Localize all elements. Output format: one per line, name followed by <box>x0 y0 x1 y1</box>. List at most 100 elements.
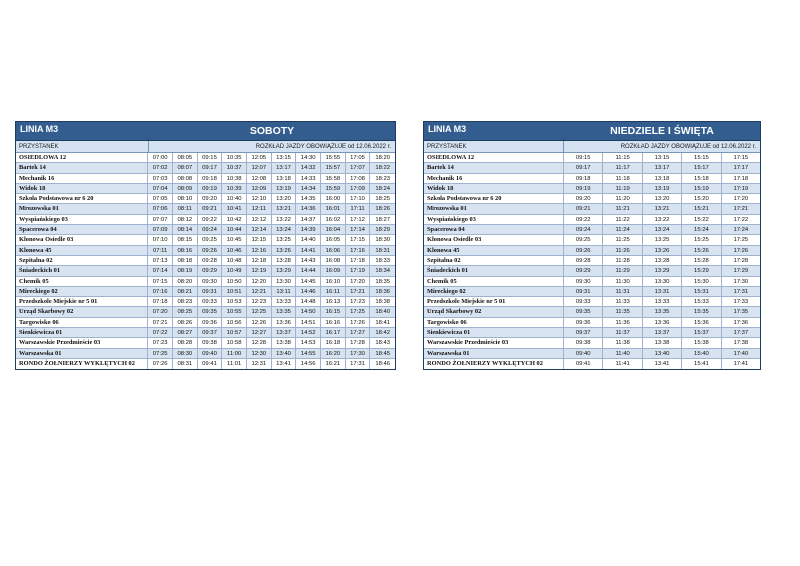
departure-time: 09:37 <box>198 328 223 338</box>
departure-time: 14:37 <box>296 214 322 225</box>
departure-time: 07:15 <box>148 276 173 286</box>
stop-name: RONDO ŻOŁNIERZY WYKLĘTYCH 02 <box>16 358 149 370</box>
departure-time: 08:14 <box>173 225 198 235</box>
departure-time: 09:30 <box>564 276 604 286</box>
departure-time: 17:30 <box>733 278 749 285</box>
validity-note: ROZKŁAD JAZDY OBOWIĄZUJE od 12.06.2022 r… <box>620 143 756 150</box>
table-row: Mechanik 16 07:03 08:08 09:18 10:38 12:08 13:1… <box>16 173 395 184</box>
departure-time: 09:20 <box>564 194 604 204</box>
departure-time: 17:15 <box>733 155 749 161</box>
departure-time: 13:35 <box>643 307 683 317</box>
departure-time: 18:40 <box>375 309 391 316</box>
departure-time: 17:09 <box>346 183 371 194</box>
departure-time: 08:19 <box>173 266 198 276</box>
stop-name: Sienkiewicza 01 <box>424 328 564 338</box>
stop-name: Przedszkole Miejskie nr 5 01 <box>16 297 149 307</box>
departure-time: 08:31 <box>173 358 198 370</box>
departure-time: 13:26 <box>272 245 297 255</box>
timetable-header: LINIA M3 NIEDZIELE I ŚWIĘTA <box>424 122 760 141</box>
departure-time: 10:45 <box>222 235 247 245</box>
departure-time: 11:20 <box>603 194 643 204</box>
departure-time: 16:00 <box>321 194 346 204</box>
departure-time: 10:41 <box>222 204 247 214</box>
departure-time: 16:13 <box>321 297 346 307</box>
departure-time: 15:36 <box>682 317 722 328</box>
departure-time: 09:35 <box>198 307 223 317</box>
departure-time: 11:21 <box>603 204 643 214</box>
stop-name: Mechanik 16 <box>16 173 149 183</box>
departure-time: 07:18 <box>148 297 173 307</box>
departure-time: 10:51 <box>222 286 247 297</box>
departure-time: 12:16 <box>247 245 272 255</box>
stop-column-header: PRZYSTANEK <box>424 141 564 152</box>
departure-time: 07:10 <box>148 235 173 245</box>
stop-name: Śniadeckich 01 <box>16 266 149 276</box>
departure-time: 09:17 <box>198 163 223 173</box>
departure-time: 13:29 <box>272 266 297 276</box>
departure-time: 07:02 <box>148 163 173 173</box>
departure-time: 17:24 <box>733 227 749 234</box>
table-row: Mireckiego 02 09:31 11:31 13:31 15:31 17:31 <box>424 286 760 298</box>
departure-time: 09:17 <box>564 163 604 173</box>
departure-time: 13:17 <box>272 163 297 173</box>
departure-time: 17:41 <box>733 360 749 367</box>
departure-time: 15:30 <box>682 276 722 286</box>
departure-time: 09:22 <box>564 214 604 225</box>
table-row: Wyspiańskiego 03 09:22 11:22 13:22 15:22 17:2… <box>424 214 760 226</box>
stop-name: Warszawskie Przedmieście 03 <box>16 338 149 348</box>
departure-time: 12:09 <box>247 183 272 194</box>
line-name: LINIA M3 <box>20 124 59 134</box>
stop-name: OSIEDLOWA 12 <box>16 153 149 163</box>
departure-time: 07:06 <box>148 204 173 214</box>
departure-time: 12:20 <box>247 276 272 286</box>
departure-time: 12:07 <box>247 163 272 173</box>
departure-time: 08:12 <box>173 214 198 225</box>
table-row: OSIEDLOWA 12 09:15 11:15 13:15 15:15 17:15 <box>424 153 760 164</box>
stop-name: Mrozowska 01 <box>424 204 564 214</box>
departure-time: 16:06 <box>321 245 346 255</box>
departure-time: 13:33 <box>643 297 683 307</box>
table-row: Warszawskie Przedmieście 03 09:38 11:38 13:… <box>424 338 760 349</box>
departure-time: 09:26 <box>198 245 223 255</box>
stop-name: Warszawska 01 <box>424 348 564 358</box>
departure-time: 10:48 <box>222 255 247 266</box>
departure-time: 12:08 <box>247 173 272 183</box>
departure-time: 08:11 <box>173 204 198 214</box>
departure-time: 10:49 <box>222 266 247 276</box>
departure-time: 11:22 <box>603 214 643 225</box>
departure-time: 17:15 <box>346 235 371 245</box>
departure-time: 13:25 <box>272 235 297 245</box>
departure-time: 08:20 <box>173 276 198 286</box>
departure-time: 14:32 <box>296 163 322 173</box>
stop-name: Warszawska 01 <box>16 348 149 358</box>
departure-time: 18:27 <box>375 216 391 223</box>
departure-time: 16:20 <box>321 348 346 358</box>
table-row: Urząd Skarbowy 02 07:20 08:25 09:35 10:55 12:… <box>16 307 395 318</box>
departure-time: 08:21 <box>173 286 198 297</box>
stop-name: Spacerowa 04 <box>424 225 564 235</box>
departure-time: 16:18 <box>321 338 346 348</box>
departure-time: 15:57 <box>321 163 346 173</box>
departure-time: 13:29 <box>643 266 683 276</box>
departure-time: 14:52 <box>296 328 322 338</box>
departure-time: 17:05 <box>346 153 371 163</box>
departure-time: 16:05 <box>321 235 346 245</box>
departure-time: 13:37 <box>643 328 683 338</box>
departure-time: 12:27 <box>247 328 272 338</box>
table-row: Mireckiego 02 07:16 08:21 09:31 10:51 12:21 13… <box>16 286 395 298</box>
departure-time: 16:02 <box>321 214 346 225</box>
departure-time: 08:25 <box>173 307 198 317</box>
departure-time: 09:19 <box>564 183 604 194</box>
table-row: Warszawskie Przedmieście 03 07:23 08:28 09:… <box>16 338 395 349</box>
departure-time: 12:28 <box>247 338 272 348</box>
departure-time: 11:31 <box>603 286 643 297</box>
departure-time: 10:42 <box>222 214 247 225</box>
departure-time: 12:25 <box>247 307 272 317</box>
stop-name: Wyspiańskiego 03 <box>16 214 149 225</box>
departure-time: 17:21 <box>346 286 371 297</box>
departure-time: 18:42 <box>375 330 391 337</box>
stop-name: Chemik 05 <box>424 276 564 286</box>
departure-time: 18:36 <box>375 288 391 295</box>
table-row: Mrozowska 01 07:06 08:11 09:21 10:41 12:11 13:… <box>16 204 395 215</box>
departure-time: 08:10 <box>173 194 198 204</box>
